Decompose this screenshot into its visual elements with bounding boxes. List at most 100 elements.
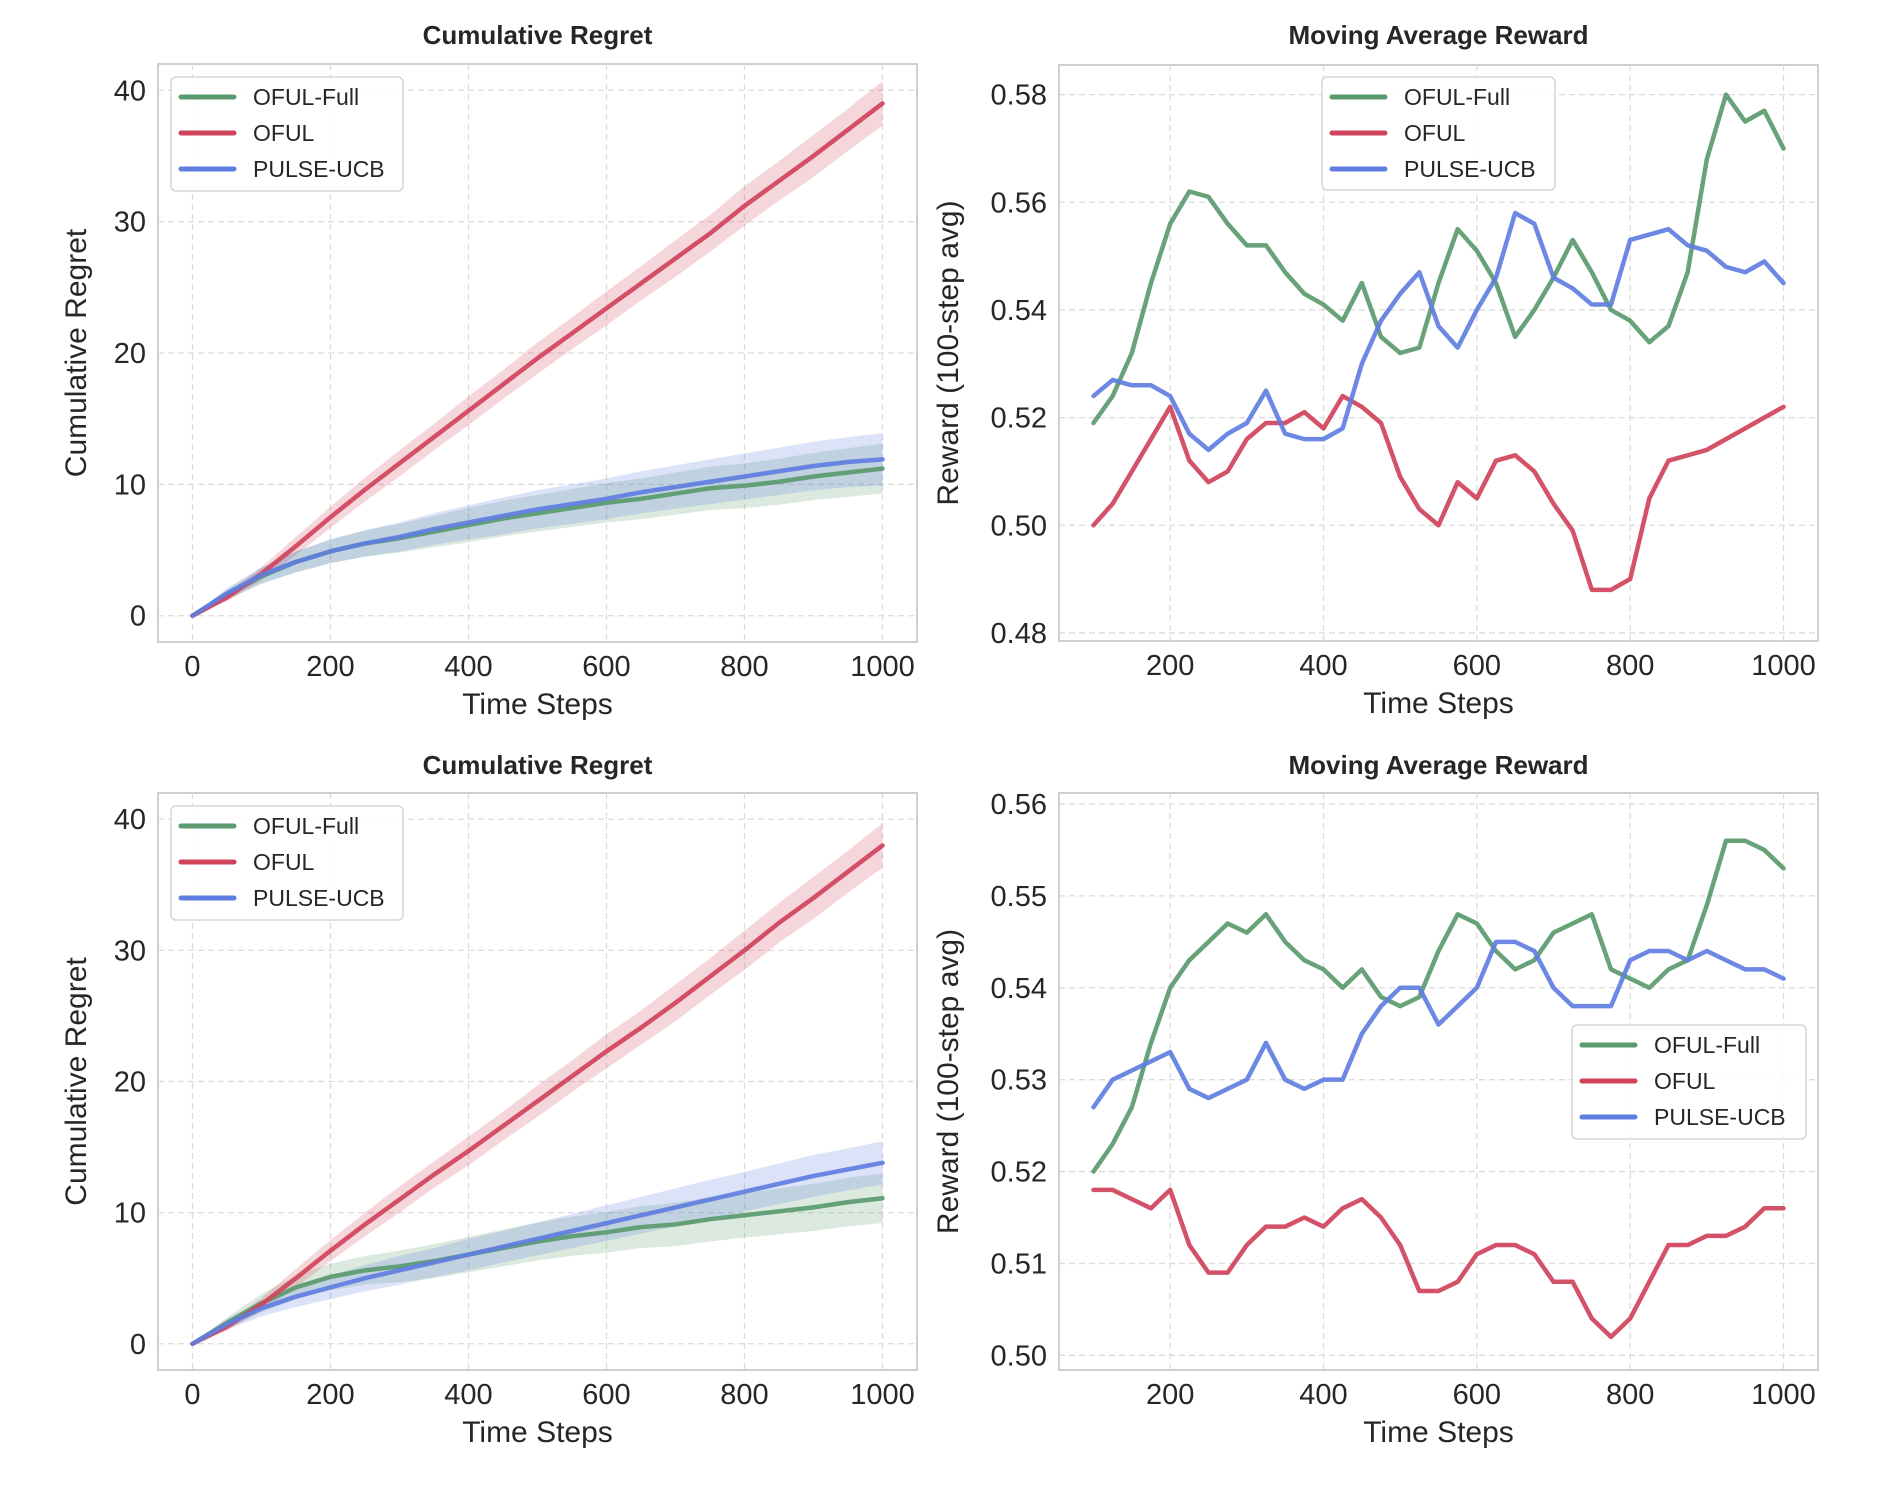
chart-title: Moving Average Reward bbox=[1288, 20, 1588, 50]
legend-item-oful-full: OFUL-Full bbox=[1579, 1032, 1760, 1058]
legend-box bbox=[1571, 1024, 1807, 1140]
x-tick-label: 400 bbox=[1299, 650, 1347, 682]
legend-item-oful: OFUL bbox=[178, 120, 315, 146]
legend-label: OFUL bbox=[253, 849, 315, 875]
x-tick-label: 1000 bbox=[1751, 1379, 1816, 1411]
legend-item-oful: OFUL bbox=[1329, 120, 1466, 146]
confidence-band-oful bbox=[192, 81, 883, 616]
y-axis-label: Cumulative Regret bbox=[60, 957, 93, 1206]
legend-label: OFUL-Full bbox=[1404, 84, 1510, 110]
confidence-band-oful-full bbox=[192, 1173, 883, 1344]
x-tick-label: 600 bbox=[582, 651, 630, 683]
y-tick-label: 0.52 bbox=[991, 403, 1047, 435]
y-tick-label: 20 bbox=[114, 338, 146, 370]
legend: OFUL-Full OFUL PULSE-UCB bbox=[170, 805, 404, 921]
x-tick-label: 1000 bbox=[850, 1379, 915, 1411]
chart-title: Moving Average Reward bbox=[1288, 750, 1588, 780]
legend-item-oful: OFUL bbox=[1579, 1068, 1716, 1094]
x-tick-label: 0 bbox=[184, 1379, 200, 1411]
x-tick-label: 200 bbox=[306, 651, 354, 683]
x-tick-label: 800 bbox=[720, 1379, 768, 1411]
subplot-top-right: 200 400 600 800 1000 0.48 0.50 0.52 0.54 0.56 0.58… bbox=[932, 20, 1819, 720]
x-tick-label: 600 bbox=[1453, 650, 1501, 682]
legend-label: OFUL-Full bbox=[1654, 1032, 1760, 1058]
y-tick-label: 0.56 bbox=[991, 789, 1047, 821]
y-tick-label: 0 bbox=[130, 601, 146, 633]
legend-item-pulse-ucb: PULSE-UCB bbox=[178, 156, 385, 182]
y-tick-label: 0.48 bbox=[991, 618, 1047, 650]
x-tick-label: 600 bbox=[1453, 1379, 1501, 1411]
x-tick-label: 200 bbox=[1146, 650, 1194, 682]
x-axis-label: Time Steps bbox=[1363, 687, 1514, 720]
x-tick-label: 1000 bbox=[850, 651, 915, 683]
y-tick-label: 40 bbox=[114, 75, 146, 107]
y-tick-label: 0.50 bbox=[991, 1340, 1047, 1372]
x-tick-label: 200 bbox=[306, 1379, 354, 1411]
x-tick-label: 400 bbox=[1299, 1379, 1347, 1411]
x-tick-label: 1000 bbox=[1751, 650, 1816, 682]
legend-item-oful-full: OFUL-Full bbox=[178, 84, 359, 110]
legend-item-pulse-ucb: PULSE-UCB bbox=[1579, 1104, 1786, 1130]
legend-label: PULSE-UCB bbox=[1654, 1104, 1786, 1130]
y-tick-label: 0 bbox=[130, 1329, 146, 1361]
series-layer bbox=[1091, 838, 1786, 1340]
legend-label: PULSE-UCB bbox=[253, 156, 385, 182]
x-tick-label: 0 bbox=[184, 651, 200, 683]
legend: OFUL-Full OFUL PULSE-UCB bbox=[170, 76, 404, 192]
x-tick-label: 600 bbox=[582, 1379, 630, 1411]
subplot-top-left: 0 200 400 600 800 1000 0 10 20 30 40 Cumulative Reg… bbox=[60, 20, 918, 721]
confidence-band-pulse-ucb bbox=[192, 433, 883, 616]
legend: OFUL-Full OFUL PULSE-UCB bbox=[1321, 76, 1556, 191]
x-tick-label: 400 bbox=[444, 651, 492, 683]
legend-label: OFUL bbox=[1404, 120, 1466, 146]
x-tick-label: 800 bbox=[720, 651, 768, 683]
y-tick-label: 20 bbox=[114, 1067, 146, 1099]
y-tick-label: 30 bbox=[114, 935, 146, 967]
series-layer bbox=[190, 823, 885, 1347]
y-tick-label: 0.51 bbox=[991, 1248, 1047, 1280]
legend-label: PULSE-UCB bbox=[253, 885, 385, 911]
legend-box bbox=[1321, 76, 1556, 191]
chart-title: Cumulative Regret bbox=[423, 20, 653, 50]
y-axis-label: Reward (100-step avg) bbox=[932, 929, 965, 1234]
x-axis-label: Time Steps bbox=[462, 688, 613, 721]
y-tick-label: 0.50 bbox=[991, 510, 1047, 542]
legend-label: OFUL-Full bbox=[253, 813, 359, 839]
series-layer bbox=[190, 81, 885, 618]
y-tick-label: 0.53 bbox=[991, 1065, 1047, 1097]
y-tick-label: 0.56 bbox=[991, 187, 1047, 219]
subplot-bottom-left: 0 200 400 600 800 1000 0 10 20 30 40 Cumulative Reg… bbox=[60, 750, 918, 1449]
x-axis-label: Time Steps bbox=[462, 1416, 613, 1449]
chart-title: Cumulative Regret bbox=[423, 750, 653, 780]
legend-item-oful: OFUL bbox=[178, 849, 315, 875]
legend-box bbox=[170, 76, 404, 192]
legend-item-oful-full: OFUL-Full bbox=[178, 813, 359, 839]
y-tick-label: 10 bbox=[114, 1198, 146, 1230]
legend-label: OFUL-Full bbox=[253, 84, 359, 110]
series-layer bbox=[1091, 92, 1786, 593]
y-tick-label: 0.52 bbox=[991, 1157, 1047, 1189]
legend-item-pulse-ucb: PULSE-UCB bbox=[178, 885, 385, 911]
y-tick-label: 40 bbox=[114, 804, 146, 836]
y-axis-label: Cumulative Regret bbox=[60, 228, 93, 477]
legend: OFUL-Full OFUL PULSE-UCB bbox=[1571, 1024, 1807, 1140]
confidence-band-oful bbox=[192, 823, 883, 1344]
y-tick-label: 0.58 bbox=[991, 80, 1047, 112]
y-axis-label: Reward (100-step avg) bbox=[932, 200, 965, 505]
legend-label: PULSE-UCB bbox=[1404, 156, 1536, 182]
x-tick-label: 800 bbox=[1606, 1379, 1654, 1411]
x-axis-label: Time Steps bbox=[1363, 1416, 1514, 1449]
x-tick-label: 800 bbox=[1606, 650, 1654, 682]
y-tick-label: 0.54 bbox=[991, 973, 1047, 1005]
legend-label: OFUL bbox=[253, 120, 315, 146]
legend-item-oful-full: OFUL-Full bbox=[1329, 84, 1510, 110]
subplot-bottom-right: 200 400 600 800 1000 0.50 0.51 0.52 0.53 0.54 0.55… bbox=[932, 750, 1819, 1449]
y-tick-label: 30 bbox=[114, 207, 146, 239]
x-tick-label: 400 bbox=[444, 1379, 492, 1411]
legend-box bbox=[170, 805, 404, 921]
legend-label: OFUL bbox=[1654, 1068, 1716, 1094]
x-tick-label: 200 bbox=[1146, 1379, 1194, 1411]
y-tick-label: 10 bbox=[114, 469, 146, 501]
y-tick-label: 0.55 bbox=[991, 881, 1047, 913]
